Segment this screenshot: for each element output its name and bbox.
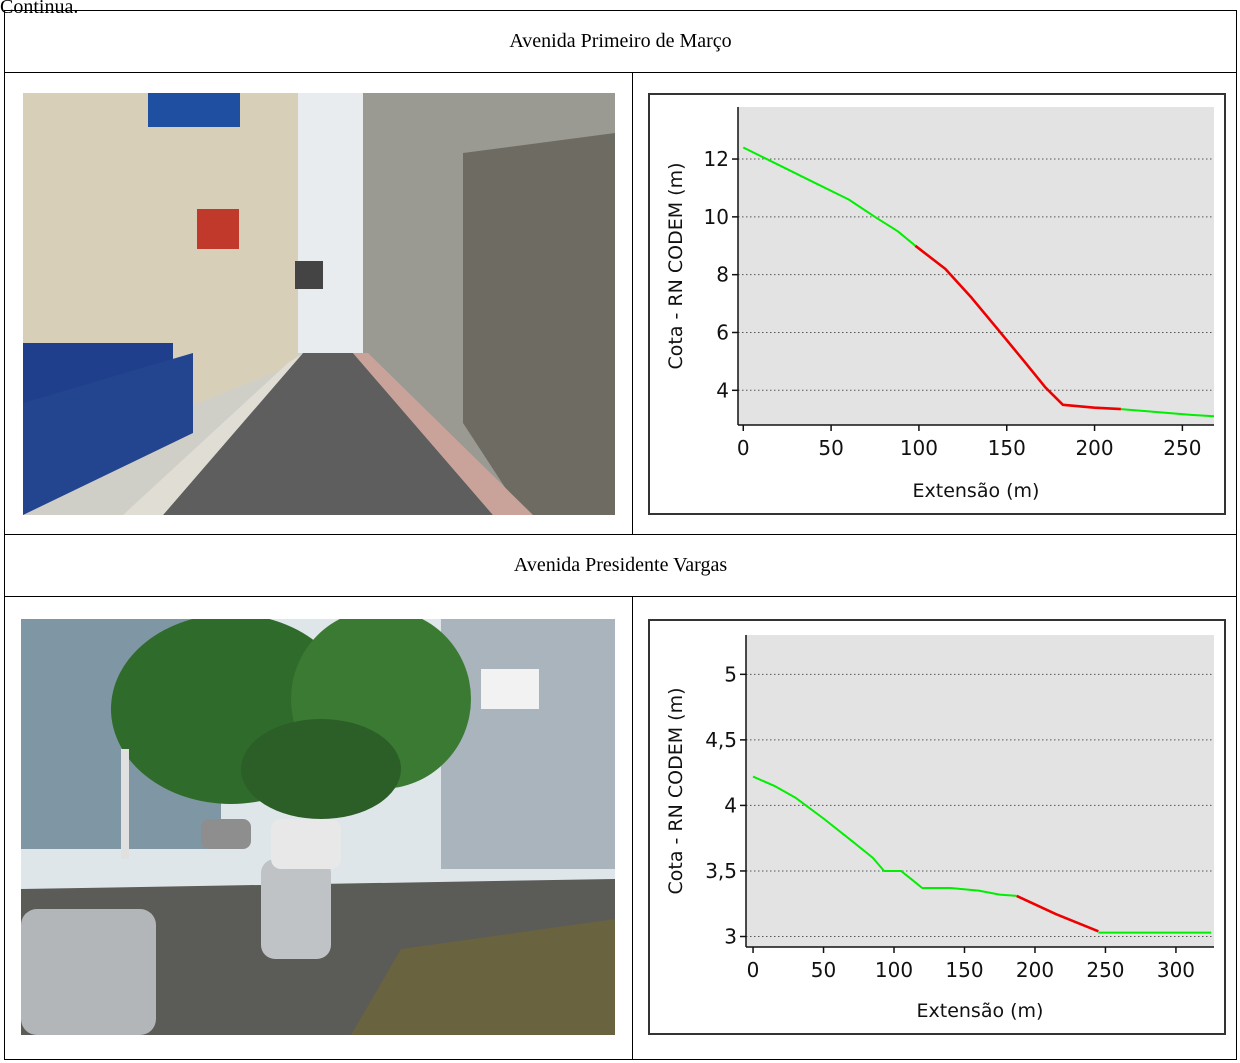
y-tick-label: 5: [724, 663, 737, 687]
x-tick-label: 150: [988, 436, 1026, 460]
y-tick-label: 4,5: [705, 728, 737, 752]
x-tick-label: 200: [1016, 958, 1054, 982]
y-axis-title: Cota - RN CODEM (m): [665, 688, 687, 895]
chart-cell: 4 6 8 10 12 0 50 100 150 200 250 Extensão (m) Cota -…: [632, 71, 1237, 536]
x-tick-label: 300: [1157, 958, 1195, 982]
row-title: Avenida Presidente Vargas: [4, 534, 1237, 598]
elevation-chart: 3 3,5 4 4,5 5 0 50 100 150 200 250 300 Extensão (m) C…: [648, 619, 1226, 1036]
x-tick-label: 100: [900, 436, 938, 460]
x-tick-label: 50: [818, 436, 843, 460]
elevation-chart: 4 6 8 10 12 0 50 100 150 200 250 Extensão (m) Cota -…: [648, 92, 1226, 515]
x-axis-title: Extensão (m): [917, 1000, 1044, 1022]
y-axis-title: Cota - RN CODEM (m): [665, 162, 687, 369]
chart-cell: 3 3,5 4 4,5 5 0 50 100 150 200 250 300 Extensão (m) C…: [632, 596, 1237, 1060]
x-tick-label: 150: [945, 958, 983, 982]
photo-cell: [4, 71, 633, 536]
figure-table: Avenida Primeiro de Março 4 6 8 10 12 0 50 100 1…: [4, 10, 1237, 1060]
profile-segment: [1016, 895, 1099, 933]
y-tick-label: 12: [704, 147, 729, 171]
y-tick-label: 3,5: [705, 859, 737, 883]
plot-area: [746, 635, 1214, 948]
street-photo-icon: [21, 619, 615, 1036]
x-tick-label: 50: [811, 958, 836, 982]
profile-segment: [914, 244, 1121, 411]
y-tick-label: 8: [716, 263, 729, 287]
x-axis-title: Extensão (m): [913, 480, 1040, 502]
x-tick-label: 250: [1163, 436, 1201, 460]
y-tick-label: 10: [704, 205, 729, 229]
x-tick-label: 250: [1086, 958, 1124, 982]
profile-segment: [752, 776, 1017, 898]
row-title: Avenida Primeiro de Março: [4, 10, 1237, 73]
x-tick-label: 0: [747, 958, 760, 982]
photo-cell: [4, 596, 633, 1060]
y-tick-label: 6: [716, 320, 729, 344]
y-tick-label: 4: [716, 378, 729, 402]
x-tick-label: 100: [875, 958, 913, 982]
plot-area: [738, 106, 1214, 425]
street-photo-icon: [23, 92, 615, 515]
profile-segment: [1120, 407, 1215, 418]
y-tick-label: 3: [724, 925, 737, 949]
y-tick-label: 4: [724, 794, 737, 818]
profile-segment: [742, 146, 917, 247]
x-tick-label: 200: [1075, 436, 1113, 460]
x-tick-label: 0: [737, 436, 750, 460]
